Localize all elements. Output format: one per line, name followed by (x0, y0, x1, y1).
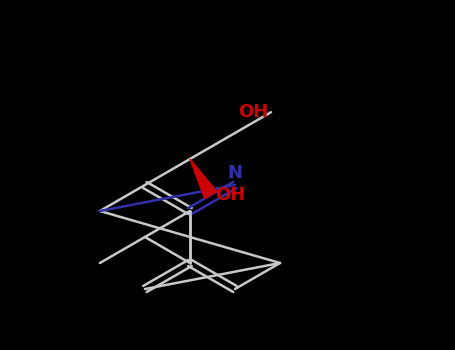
Text: OH: OH (238, 103, 268, 121)
Text: N: N (228, 164, 243, 182)
Text: OH: OH (215, 186, 245, 204)
Polygon shape (190, 159, 217, 198)
